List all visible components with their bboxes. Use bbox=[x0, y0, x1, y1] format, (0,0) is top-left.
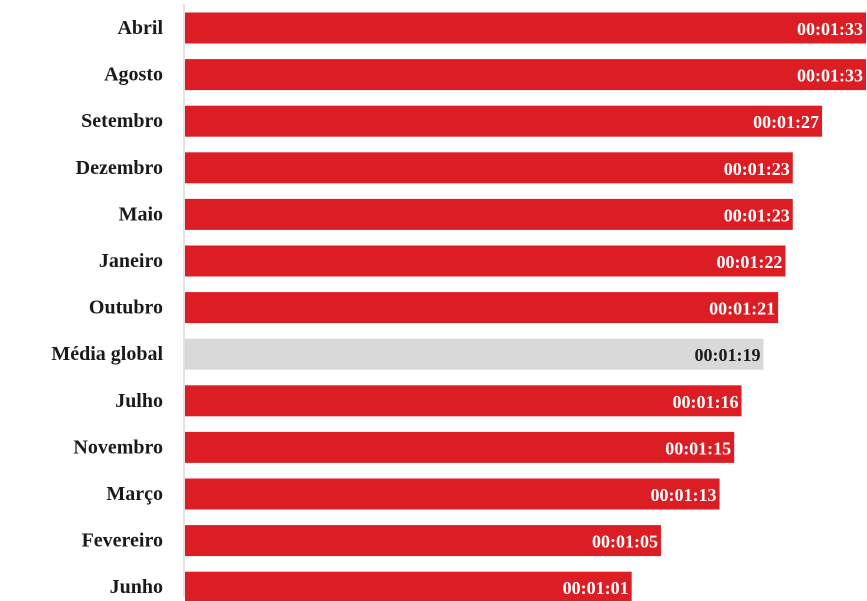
category-label-maio: Maio bbox=[119, 203, 163, 225]
category-label-marco: Março bbox=[106, 483, 163, 505]
category-label-abril: Abril bbox=[117, 17, 163, 39]
category-label-janeiro: Janeiro bbox=[99, 250, 163, 272]
bar-janeiro bbox=[185, 245, 786, 277]
value-label-abril: 00:01:33 bbox=[797, 19, 863, 39]
category-label-outubro: Outubro bbox=[89, 297, 163, 319]
bar-novembro bbox=[185, 431, 735, 463]
bar-junho bbox=[185, 571, 632, 601]
category-label-julho: Julho bbox=[115, 390, 163, 412]
value-label-fevereiro: 00:01:05 bbox=[592, 532, 658, 552]
value-label-julho: 00:01:16 bbox=[673, 392, 739, 412]
category-label-agosto: Agosto bbox=[104, 64, 163, 86]
bar-maio bbox=[185, 198, 793, 230]
value-label-maio: 00:01:23 bbox=[724, 205, 790, 225]
bar-outubro bbox=[185, 292, 779, 324]
bars bbox=[185, 12, 866, 601]
category-label-dezembro: Dezembro bbox=[76, 157, 163, 179]
value-label-janeiro: 00:01:22 bbox=[716, 252, 782, 272]
bar-julho bbox=[185, 385, 742, 417]
category-label-media-global: Média global bbox=[51, 343, 163, 365]
bar-setembro bbox=[185, 105, 823, 137]
category-labels: Abril Agosto Setembro Dezembro Maio Janeiro Ou… bbox=[51, 17, 163, 598]
value-label-agosto: 00:01:33 bbox=[797, 66, 863, 86]
value-label-marco: 00:01:13 bbox=[651, 485, 717, 505]
bar-media-global bbox=[185, 338, 764, 370]
value-label-junho: 00:01:01 bbox=[563, 578, 629, 598]
value-label-setembro: 00:01:27 bbox=[753, 112, 819, 132]
value-label-novembro: 00:01:15 bbox=[665, 438, 731, 458]
category-label-fevereiro: Fevereiro bbox=[82, 530, 163, 552]
bar-fevereiro bbox=[185, 525, 661, 557]
value-labels: 00:01:33 00:01:33 00:01:27 00:01:23 00:01:23… bbox=[563, 19, 863, 598]
bar-agosto bbox=[185, 59, 866, 91]
value-label-dezembro: 00:01:23 bbox=[724, 159, 790, 179]
value-label-outubro: 00:01:21 bbox=[709, 299, 775, 319]
bar-dezembro bbox=[185, 152, 793, 184]
category-label-novembro: Novembro bbox=[73, 436, 163, 458]
category-label-setembro: Setembro bbox=[81, 110, 163, 132]
value-label-media-global: 00:01:19 bbox=[694, 345, 760, 365]
category-label-junho: Junho bbox=[110, 576, 163, 598]
bar-abril bbox=[185, 12, 866, 44]
bar-marco bbox=[185, 478, 720, 510]
